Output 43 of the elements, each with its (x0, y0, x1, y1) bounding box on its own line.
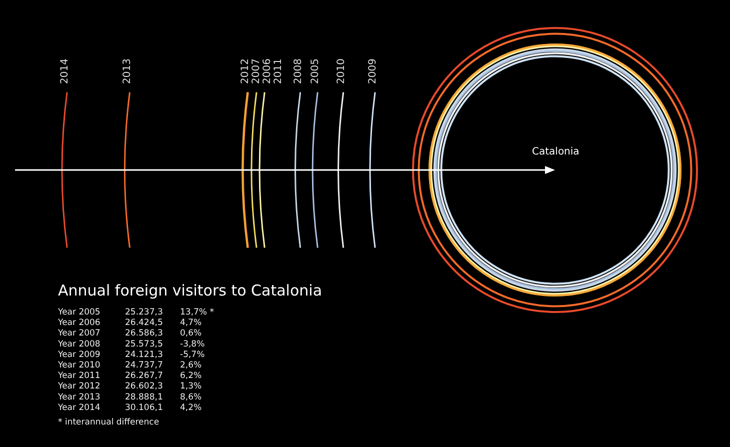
data-label: 24.737,7 (125, 360, 163, 370)
text: 2013 (122, 58, 134, 84)
text: 2011 (272, 58, 284, 84)
category-label: Year 2011 (57, 371, 100, 382)
category-label: Year 2008 (57, 339, 100, 350)
data-label: -5,7% (180, 350, 205, 360)
data-label: 25.573,5 (125, 339, 163, 350)
data-label: 26.267,7 (125, 371, 163, 382)
text: 2009 (368, 58, 378, 84)
text: 2006 (262, 58, 273, 84)
text: * interannual difference (58, 418, 160, 428)
text: Annual foreign visitors to Catalonia (58, 282, 322, 300)
data-label: 26.586,3 (125, 328, 163, 339)
text: 2008 (292, 58, 304, 84)
data-label: 4,7% (180, 318, 202, 328)
data-label: 0,6% (180, 328, 202, 339)
data-label: 25.237,3 (125, 308, 163, 318)
text: 2012 (240, 58, 251, 84)
text: 2007 (250, 58, 262, 84)
category-label: Year 2012 (57, 382, 100, 392)
category-label: Year 2009 (57, 350, 100, 360)
data-label: 13,7% * (180, 308, 214, 318)
data-label: 8,6% (180, 392, 202, 402)
text: Catalonia (532, 146, 580, 158)
data-label: 26.602,3 (125, 382, 163, 392)
text: 2010 (336, 58, 347, 84)
category-label: Year 2010 (57, 360, 100, 370)
data-label: 6,2% (180, 371, 202, 382)
category-label: Year 2007 (57, 328, 100, 339)
category-label: Year 2014 (57, 402, 100, 413)
data-label: 30.106,1 (125, 402, 163, 413)
data-label: 2,6% (180, 360, 202, 370)
data-label: -3,8% (180, 339, 205, 350)
data-label: 26.424,5 (125, 318, 163, 328)
data-label: 28.888,1 (125, 392, 163, 402)
text: 2005 (310, 58, 322, 84)
data-label: 24.121,3 (125, 350, 163, 360)
data-label: 4,2% (180, 402, 202, 413)
category-label: Year 2013 (57, 392, 100, 402)
category-label: Year 2006 (57, 318, 100, 328)
category-label: Year 2005 (57, 308, 100, 318)
data-label: 1,3% (180, 382, 202, 392)
text: 2014 (60, 58, 70, 84)
